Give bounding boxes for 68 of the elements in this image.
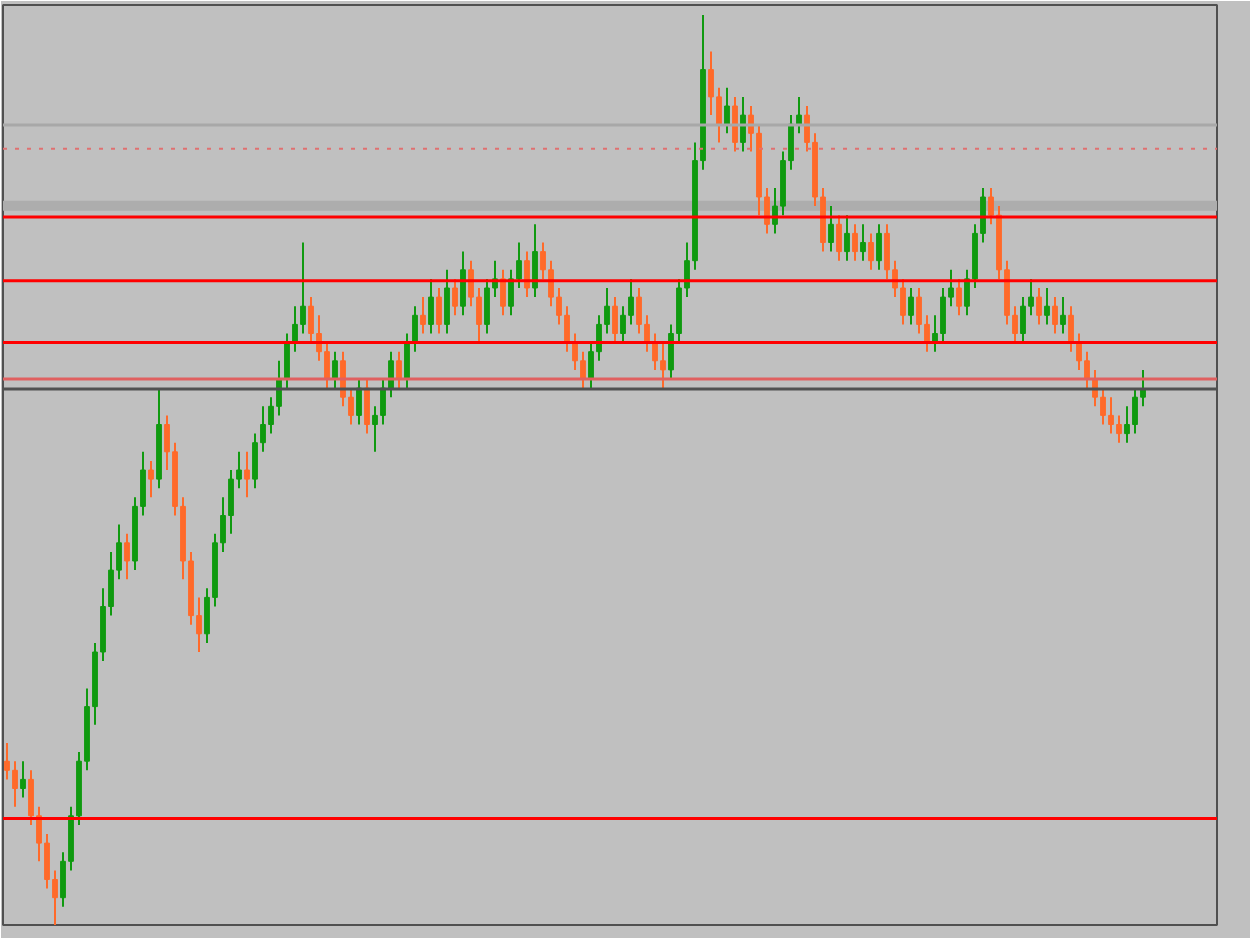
candlestick — [1036, 287, 1042, 326]
candlestick — [148, 459, 154, 499]
candlestick — [228, 469, 234, 535]
candlestick — [244, 450, 250, 499]
candlestick — [828, 205, 834, 253]
candlestick — [484, 277, 490, 335]
candlestick — [900, 277, 906, 326]
candlestick — [1020, 296, 1026, 344]
candlestick — [836, 214, 842, 262]
candlestick — [428, 277, 434, 335]
candlestick — [12, 760, 18, 808]
candlestick — [844, 214, 850, 262]
candlestick — [708, 50, 714, 117]
candlestick — [956, 277, 962, 317]
candlestick — [292, 305, 298, 353]
candlestick — [1060, 296, 1066, 335]
candlestick — [860, 223, 866, 262]
candlestick — [284, 332, 290, 390]
candlestick — [20, 760, 26, 799]
candlestick — [1100, 387, 1106, 426]
candlestick — [1124, 405, 1130, 444]
candlestick — [1068, 305, 1074, 353]
candlestick — [300, 241, 306, 335]
candlestick — [356, 378, 362, 426]
candlestick — [868, 232, 874, 271]
candlestick — [524, 250, 530, 299]
candlestick — [444, 268, 450, 335]
candlestick — [724, 86, 730, 135]
candlestick — [660, 341, 666, 390]
candlestick — [532, 223, 538, 299]
candlestick — [364, 378, 370, 435]
candlestick — [4, 742, 10, 781]
candlestick — [1132, 387, 1138, 435]
candlestick — [1044, 287, 1050, 326]
candlestick — [852, 223, 858, 262]
candlestick — [1052, 296, 1058, 335]
candlestick — [508, 268, 514, 317]
candlestick — [412, 305, 418, 353]
candlestick — [612, 296, 618, 344]
candlestick — [460, 250, 466, 317]
candlestick — [636, 287, 642, 335]
candlestick — [1108, 396, 1114, 435]
candlestick — [1116, 414, 1122, 444]
candlestick — [876, 223, 882, 271]
candlestick — [396, 350, 402, 390]
candlestick — [1076, 332, 1082, 371]
candlestick — [436, 287, 442, 335]
candlestick — [1084, 350, 1090, 390]
candlestick — [580, 350, 586, 390]
candlestick — [940, 287, 946, 344]
candlestick — [628, 277, 634, 326]
candlestick — [796, 95, 802, 135]
candlestick — [124, 532, 130, 581]
candlestick — [252, 432, 258, 490]
candlestick — [404, 332, 410, 390]
candlestick — [308, 296, 314, 344]
candlestick — [916, 287, 922, 335]
candlestick — [732, 95, 738, 153]
candlestick — [500, 268, 506, 317]
candlestick — [572, 332, 578, 371]
candlestick — [652, 332, 658, 371]
candlestick — [324, 341, 330, 390]
candlestick — [452, 277, 458, 317]
candlestick — [908, 287, 914, 326]
candlestick — [740, 95, 746, 153]
candlestick — [548, 259, 554, 308]
candlestick — [332, 350, 338, 390]
candlestick — [420, 296, 426, 335]
